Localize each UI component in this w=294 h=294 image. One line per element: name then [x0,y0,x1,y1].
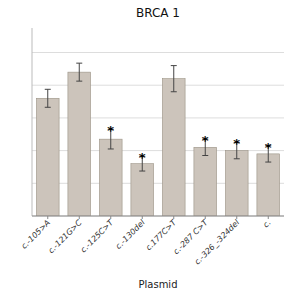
x-tick [236,216,237,219]
bar [36,98,59,216]
error-cap [171,65,177,66]
bar [162,79,185,216]
error-bar [45,89,51,107]
error-cap [265,162,271,163]
bar [194,147,217,216]
x-tick [173,216,174,219]
error-cap [45,107,51,108]
error-cap [234,158,240,159]
error-cap [202,155,208,156]
x-tick-label: c.-326_-324del [193,218,242,267]
error-bar [76,63,82,81]
y-axis-line [32,28,33,216]
bar [131,164,154,216]
x-tick [110,216,111,219]
error-cap [76,63,82,64]
grid-line [32,52,284,53]
bars [36,63,279,216]
x-tick [205,216,206,219]
x-tick-label: c.-125C>T [79,217,116,254]
error-bar [171,66,177,92]
error-cap [76,81,82,82]
error-cap [45,89,51,90]
x-tick [142,216,143,219]
annotation: * [265,140,272,155]
annotation: * [233,136,240,151]
bar [257,154,280,216]
x-tick [47,216,48,219]
error-line [47,89,48,107]
x-axis-line [32,216,284,217]
x-tick-label: c.-130del [114,218,147,251]
annotation: * [202,133,209,148]
x-axis-label: Plasmid [138,279,177,290]
error-cap [139,171,145,172]
error-cap [108,148,114,149]
x-tick-label: c. [261,218,272,229]
error-line [173,66,174,92]
error-cap [171,91,177,92]
grid [32,53,284,216]
bar [68,72,91,216]
error-line [79,63,80,81]
x-tick [268,216,269,219]
bar [99,139,122,216]
x-tick-label: c.-105>A [19,218,52,251]
grid-line [32,216,284,217]
x-tick [79,216,80,219]
annotation: * [107,123,114,138]
x-tick-label: c.-121G>C [46,218,83,255]
title: BRCA 1 [136,6,180,20]
annotation: * [139,150,146,165]
chart: * * * * * c.-105>Ac.-121G>Cc.-125C>Tc.-130del… [0,0,294,294]
bar [225,151,248,216]
